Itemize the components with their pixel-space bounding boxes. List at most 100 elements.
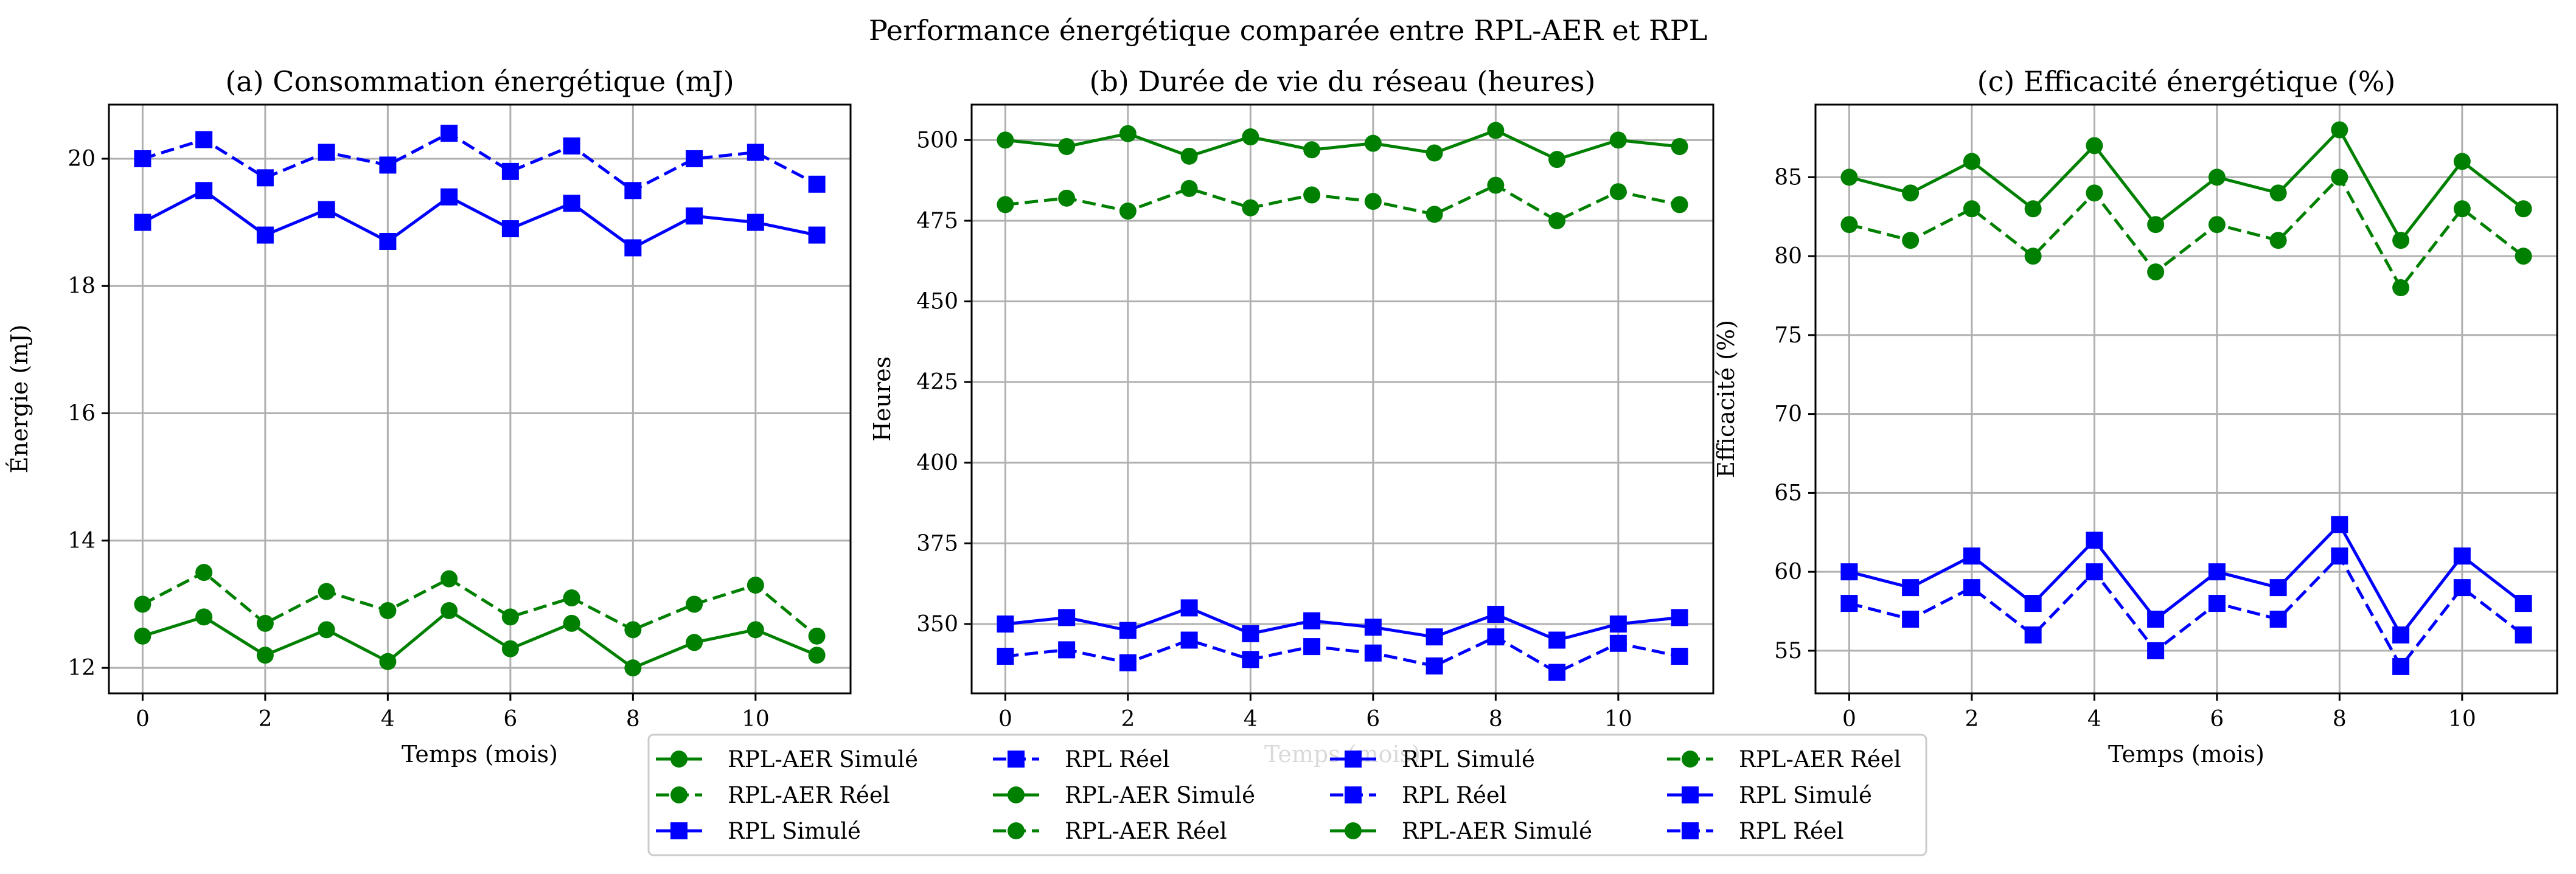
data-point [2208,168,2226,186]
legend-item: RPL-AER Réel [993,818,1227,844]
data-point [1364,193,1382,210]
data-point [195,131,213,148]
x-tick-label: 6 [2210,707,2224,732]
y-tick-label: 14 [68,529,96,553]
series-line-3 [1848,522,2525,637]
x-tick-label: 0 [136,707,150,732]
data-point [1963,200,1980,218]
legend-label: RPL-AER Simulé [1065,782,1255,808]
data-point [686,150,703,167]
series-line-2 [1005,184,1680,223]
data-point [195,564,213,581]
y-tick-label: 425 [916,370,958,395]
panel-1: 0 2 4 6 8 10 12 14 16 18 20 (a) Consommation énergé… [6,65,852,768]
data-point [379,156,397,174]
y-tick-label: 400 [916,451,958,476]
data-point [563,614,580,632]
data-point [134,627,151,645]
legend-marker [1682,751,1699,768]
data-point [747,577,764,594]
data-point [2147,611,2165,628]
data-point [1242,199,1259,217]
data-point [2392,626,2410,643]
y-tick-label: 18 [68,274,96,299]
data-point [563,137,580,155]
data-point [440,602,458,619]
data-point [440,188,458,206]
legend-marker [1345,786,1362,803]
data-point [501,220,519,238]
data-point [2269,232,2287,249]
axes-frame [1814,103,2558,695]
legend-marker [670,751,688,768]
legend-label: RPL Réel [1065,746,1170,772]
data-point [1902,579,1920,597]
data-point [1119,203,1137,220]
data-point [2147,642,2165,659]
legend-label: RPL Simulé [1739,782,1872,808]
data-point [2515,200,2532,218]
series-line-3 [1005,606,1680,642]
legend-item: RPL Simulé [1667,782,1872,808]
data-point [2086,137,2103,154]
data-point [1609,183,1627,201]
x-tick-label: 2 [258,707,272,732]
data-point [256,647,274,664]
data-point [1119,622,1137,639]
series-line-1 [142,609,818,670]
data-point [1426,144,1443,162]
data-point [318,583,335,600]
legend-marker [1682,822,1699,839]
data-point [2515,595,2532,612]
data-point [2269,611,2287,628]
data-point [195,182,213,199]
data-point [808,647,826,664]
series-line-2 [1848,175,2525,290]
data-point [2453,153,2471,170]
axes-frame [108,103,852,695]
data-point [2024,626,2042,643]
data-point [318,621,335,639]
series-line-4 [1848,554,2525,668]
data-point [1671,137,1688,155]
data-point [1487,628,1505,646]
data-point [997,648,1014,665]
data-point [2086,563,2103,581]
data-point [1671,609,1688,626]
data-point [1548,631,1566,649]
data-point [2453,200,2471,218]
data-point [2024,595,2042,612]
data-point [2331,168,2348,186]
x-axis-label: Temps (mois) [2108,741,2264,768]
data-point [379,602,397,619]
legend-label: RPL-AER Réel [1739,746,1901,772]
series-line-1 [1005,128,1680,161]
data-point [1426,657,1443,675]
data-point [1303,638,1321,656]
data-point [563,195,580,212]
x-tick-label: 10 [742,707,770,732]
y-tick-label: 375 [916,531,958,556]
x-tick-label: 4 [1244,707,1258,732]
data-point [1902,184,1920,202]
data-point [2024,200,2042,218]
x-tick-label: 10 [1604,707,1632,732]
data-point [501,608,519,626]
legend-box [647,734,1927,856]
axes-frame [970,103,1714,695]
data-point [1303,141,1321,159]
data-point [1671,648,1688,665]
data-point [134,150,151,167]
x-tick-label: 4 [2087,707,2101,732]
y-tick-label: 80 [1774,244,1802,269]
legend-marker [1008,822,1025,839]
data-point [1963,547,1980,565]
data-point [134,595,151,613]
data-point [1487,176,1505,194]
data-point [2147,263,2165,281]
data-point [1180,179,1198,197]
data-point [808,226,826,244]
data-point [808,627,826,645]
data-point [1840,563,1858,581]
